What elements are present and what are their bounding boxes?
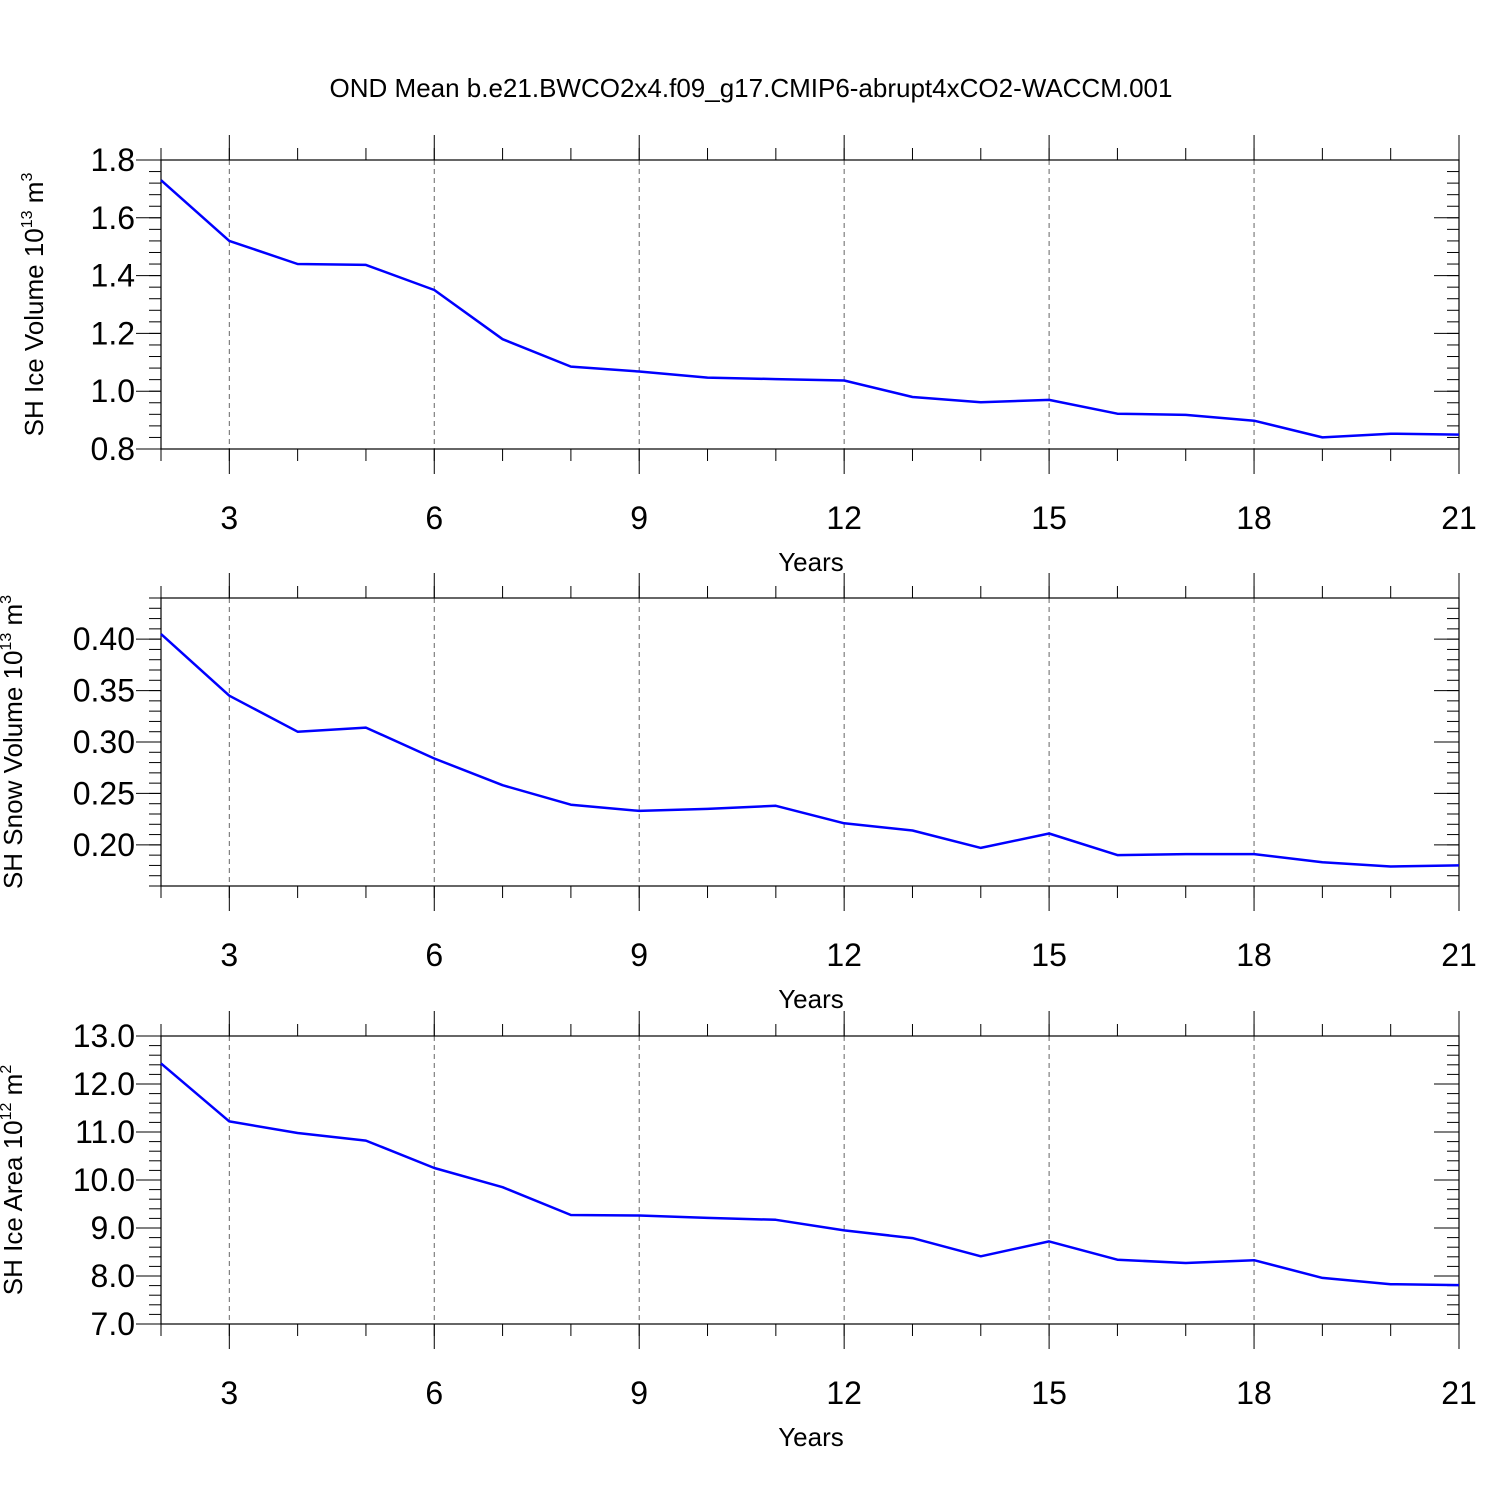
y-tick-label: 0.35 (73, 673, 135, 709)
y-tick-label: 1.6 (91, 200, 135, 236)
x-tick-label: 6 (425, 500, 443, 536)
y-axis-title-text: m (0, 1074, 28, 1103)
x-tick-label: 12 (826, 500, 862, 536)
series-line (160, 1062, 1460, 1287)
y-tick-label: 11.0 (75, 1114, 135, 1150)
x-tick-label: 6 (425, 1375, 443, 1411)
y-axis-title-superscript: 3 (0, 595, 15, 604)
plot-frame (160, 1035, 1460, 1325)
plot-frame (160, 597, 1460, 887)
y-axis-title-text: SH Snow Volume 10 (0, 651, 28, 889)
y-tick-label: 0.30 (73, 724, 135, 760)
y-axis-title-superscript: 12 (0, 1102, 15, 1120)
x-tick-label: 21 (1441, 1375, 1477, 1411)
y-tick-label: 12.0 (73, 1066, 135, 1102)
y-axis-title-superscript: 3 (19, 173, 36, 182)
y-tick-label: 1.8 (91, 142, 135, 178)
y-axis-title-superscript: 2 (0, 1065, 15, 1074)
x-tick-label: 9 (630, 500, 648, 536)
y-axis-title-text: SH Ice Area 10 (0, 1120, 28, 1295)
y-tick-label: 0.8 (91, 431, 135, 467)
x-tick-label: 18 (1236, 937, 1272, 973)
y-axis-title: SH Snow Volume 1013 m3 (0, 595, 28, 889)
y-tick-label: 1.0 (91, 373, 135, 409)
x-tick-label: 3 (220, 937, 238, 973)
y-tick-label: 9.0 (91, 1210, 135, 1246)
y-axis-title-text: m (19, 182, 49, 211)
x-tick-label: 21 (1441, 937, 1477, 973)
y-axis-title-text: m (0, 604, 28, 633)
x-tick-label: 15 (1031, 500, 1067, 536)
x-tick-label: 18 (1236, 500, 1272, 536)
y-tick-label: 7.0 (91, 1306, 135, 1342)
y-axis-title: SH Ice Volume 1013 m3 (19, 173, 49, 437)
x-tick-label: 15 (1031, 1375, 1067, 1411)
series-line (160, 179, 1460, 439)
y-tick-label: 10.0 (73, 1162, 135, 1198)
x-tick-label: 21 (1441, 500, 1477, 536)
y-axis-title-superscript: 13 (19, 210, 36, 228)
y-axis-title: SH Ice Area 1012 m2 (0, 1065, 28, 1296)
y-tick-label: 0.40 (73, 621, 135, 657)
chart-panel-2: 3 6 9 12 15 18 21 0.20 0.25 0.30 0.35 0.40 Years SH S… (0, 573, 1477, 1014)
y-tick-label: 8.0 (91, 1258, 135, 1294)
x-tick-label: 9 (630, 1375, 648, 1411)
x-tick-label: 9 (630, 937, 648, 973)
chart-title: OND Mean b.e21.BWCO2x4.f09_g17.CMIP6-abr… (330, 73, 1173, 103)
x-tick-label: 12 (826, 937, 862, 973)
chart-panel-1: 3 6 9 12 15 18 21 0.8 1.0 1.2 1.4 1.6 1.8 Years SH Ice… (19, 135, 1477, 577)
x-tick-label: 15 (1031, 937, 1067, 973)
x-axis-title: Years (778, 984, 844, 1014)
y-tick-label: 13.0 (73, 1018, 135, 1054)
series-line (160, 633, 1460, 868)
y-axis-title-text: SH Ice Volume 10 (19, 228, 49, 436)
plot-frame (160, 159, 1460, 450)
chart-panel-3: 3 6 9 12 15 18 21 7.0 8.0 9.0 10.0 11.0 12.0 13.0 Year… (0, 1011, 1477, 1452)
x-tick-label: 18 (1236, 1375, 1272, 1411)
y-tick-label: 0.20 (73, 827, 135, 863)
x-tick-label: 3 (220, 1375, 238, 1411)
y-axis-title-superscript: 13 (0, 633, 15, 651)
y-tick-label: 1.2 (91, 315, 135, 351)
x-tick-label: 12 (826, 1375, 862, 1411)
y-tick-label: 1.4 (91, 258, 135, 294)
panels: 3 6 9 12 15 18 21 0.8 1.0 1.2 1.4 1.6 1.8 Years SH Ice… (0, 135, 1477, 1452)
x-axis-title: Years (778, 1422, 844, 1452)
x-tick-label: 3 (220, 500, 238, 536)
x-tick-label: 6 (425, 937, 443, 973)
y-tick-label: 0.25 (73, 775, 135, 811)
x-axis-title: Years (778, 547, 844, 577)
